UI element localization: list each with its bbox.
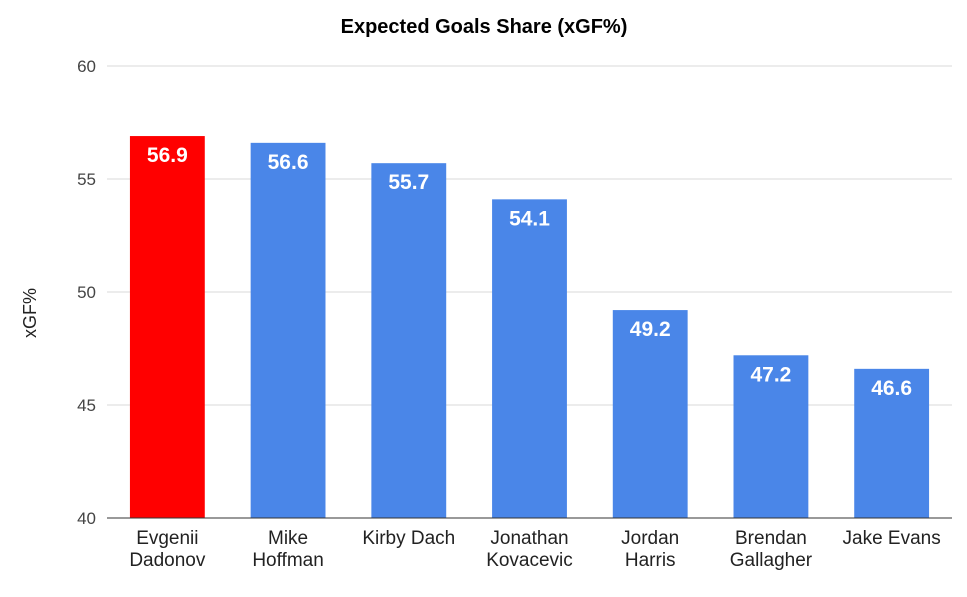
chart-title: Expected Goals Share (xGF%) <box>341 16 628 38</box>
x-tick-label-line: Mike <box>268 528 308 549</box>
y-tick-label: 40 <box>77 509 96 528</box>
data-label: 56.6 <box>268 151 309 174</box>
x-tick-label: Kirby Dach <box>362 528 455 549</box>
x-tick-label: Jordan Harris <box>621 528 679 571</box>
x-tick-label-line: Kirby Dach <box>362 528 455 549</box>
x-tick-label-line: Kovacevic <box>486 550 573 571</box>
x-tick-label-line: Harris <box>625 550 676 571</box>
x-tick-label-line: Gallagher <box>730 550 813 571</box>
bar <box>612 310 688 518</box>
x-tick-label-line: Hoffman <box>252 550 323 571</box>
data-label: 47.2 <box>750 363 791 386</box>
data-label: 55.7 <box>388 171 429 194</box>
bar <box>733 355 809 518</box>
y-axis-label: xGF% <box>20 288 40 338</box>
y-tick-label: 45 <box>77 396 96 415</box>
x-tick-label-line: Evgenii <box>136 528 198 549</box>
bars <box>129 136 930 518</box>
x-tick-label: Evgenii Dadonov <box>129 528 206 571</box>
data-label: 54.1 <box>509 207 550 230</box>
x-axis-ticks: Evgenii Dadonov Mike Hoffman Kirby Dach Jonat… <box>129 528 940 571</box>
x-tick-label: Brendan Gallagher <box>730 528 813 571</box>
x-tick-label-line: Jordan <box>621 528 679 549</box>
data-label: 46.6 <box>871 377 912 400</box>
x-tick-label-line: Jonathan <box>490 528 568 549</box>
y-tick-label: 60 <box>77 57 96 76</box>
bar <box>854 368 930 518</box>
bar <box>250 142 326 518</box>
x-tick-label-line: Brendan <box>735 528 807 549</box>
x-tick-label: Jonathan Kovacevic <box>486 528 573 571</box>
bar <box>129 136 205 518</box>
y-tick-label: 50 <box>77 283 96 302</box>
bar <box>371 163 447 518</box>
data-label: 49.2 <box>630 318 671 341</box>
data-labels: 56.9 56.6 55.7 54.1 49.2 47.2 46.6 <box>147 144 912 400</box>
bar <box>492 199 567 518</box>
x-tick-label-line: Jake Evans <box>843 528 941 549</box>
data-label: 56.9 <box>147 144 188 167</box>
y-axis-ticks: 40 45 50 55 60 <box>77 57 96 528</box>
x-tick-label-line: Dadonov <box>129 550 206 571</box>
y-tick-label: 55 <box>77 170 96 189</box>
x-tick-label: Mike Hoffman <box>252 528 323 571</box>
x-tick-label: Jake Evans <box>843 528 941 549</box>
